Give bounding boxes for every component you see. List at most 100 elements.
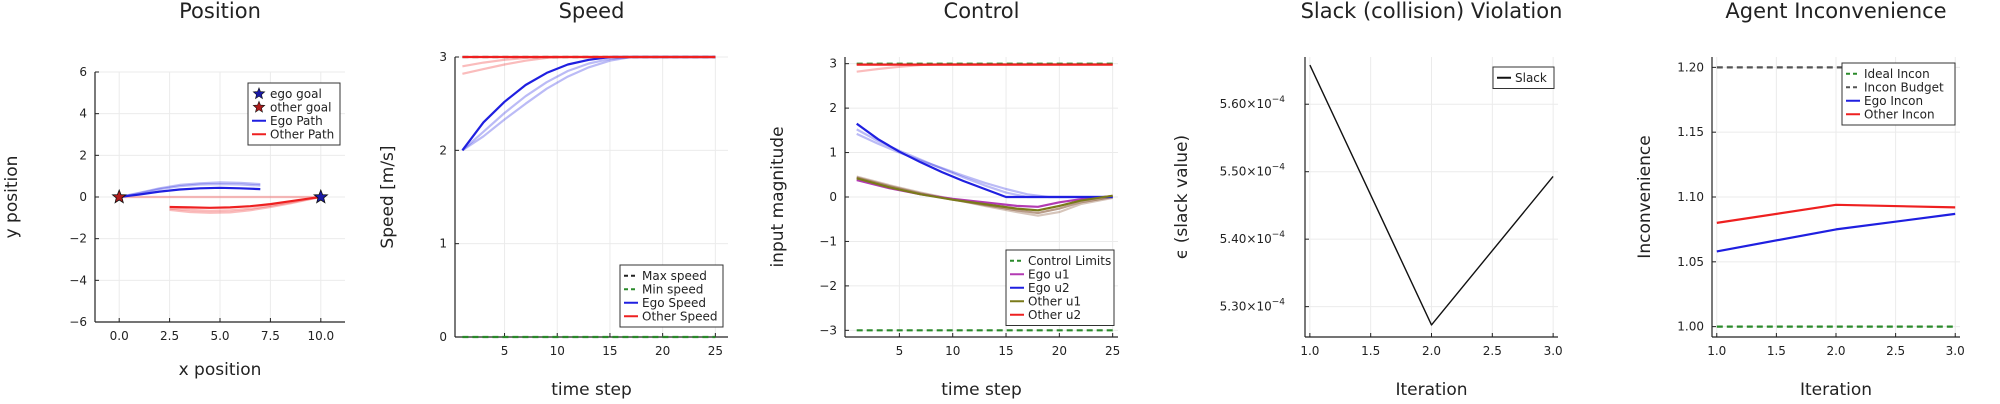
- x-tick-label: 3.0: [1946, 344, 1965, 358]
- legend-entry: Ego u1: [1028, 267, 1070, 281]
- y-tick-mantissa: 1.00: [1677, 320, 1704, 334]
- y-tick-mantissa: 4: [79, 107, 87, 121]
- x-tick-label: 25: [708, 344, 723, 358]
- series-group: [118, 181, 322, 214]
- y-tick-exponent: −4: [1272, 230, 1286, 240]
- y-tick-label: −4: [69, 273, 87, 287]
- legend-entry: Min speed: [642, 282, 703, 296]
- y-tick-mantissa: 0: [829, 190, 837, 204]
- x-tick-label: 3.0: [1544, 344, 1563, 358]
- legend-entry: Other u2: [1028, 308, 1081, 322]
- y-tick-mantissa: −6: [69, 315, 87, 329]
- y-tick-label: 2: [439, 143, 447, 157]
- x-tick-label: 5.0: [210, 329, 229, 343]
- y-tick-label: 1: [829, 146, 837, 160]
- legend-star-swatch: [252, 100, 266, 113]
- chart-panel-5: 1.0 1.5 2.0 2.5 3.0 1.00 1.05 1.10 1.15 1.20 Agent…: [1635, 0, 1965, 400]
- y-tick-mantissa: 6: [79, 65, 87, 79]
- y-tick-label: −1: [819, 234, 837, 248]
- y-axis-label: ϵ (slack value): [1172, 135, 1192, 259]
- y-tick-mantissa: 1.15: [1677, 125, 1704, 139]
- legend-entry: ego goal: [270, 87, 322, 101]
- series-group: [1716, 66, 1956, 328]
- y-tick-mantissa: −3: [819, 323, 837, 337]
- y-tick-mantissa: 3: [439, 50, 447, 64]
- x-tick-label: 1.0: [1300, 344, 1319, 358]
- y-tick-label: 1: [439, 237, 447, 251]
- chart-panel-2: 5 10 15 20 25 0 1 2 3 Speed time step Speed [m/s] Ma…: [378, 0, 728, 400]
- y-tick-label: −6: [69, 315, 87, 329]
- y-tick-label: 2: [829, 101, 837, 115]
- x-tick-label: 20: [1052, 344, 1067, 358]
- x-tick-label: 2.0: [1826, 344, 1845, 358]
- legend-box: [1841, 62, 1956, 126]
- y-tick-mantissa: −4: [69, 273, 87, 287]
- x-axis-label: time step: [941, 380, 1022, 400]
- goal-star-marker: [111, 188, 127, 204]
- y-tick-label: 0: [829, 190, 837, 204]
- legend-entry: other goal: [270, 100, 331, 114]
- y-tick-label: −3: [819, 323, 837, 337]
- y-tick-label: 4: [79, 107, 87, 121]
- series-group: [461, 55, 716, 339]
- x-axis-label: time step: [551, 380, 632, 400]
- y-tick-label: 5.30×10−4: [1220, 298, 1286, 314]
- legend-entry: Other Speed: [642, 309, 718, 323]
- series-line-ego-u2: [856, 122, 1113, 199]
- x-tick-label: 10: [945, 344, 960, 358]
- x-axis-label: Iteration: [1395, 380, 1467, 400]
- y-tick-mantissa: 2: [79, 148, 87, 162]
- y-tick-mantissa: 1: [439, 237, 447, 251]
- y-tick-label: 1.20: [1677, 60, 1704, 74]
- chart-title: Control: [944, 0, 1020, 23]
- y-tick-mantissa: 5.60×10: [1220, 97, 1272, 111]
- legend-entry: Incon Budget: [1864, 80, 1944, 94]
- series-line-iterate: [461, 55, 716, 152]
- x-tick-label: 10.0: [307, 329, 334, 343]
- y-tick-label: −2: [69, 232, 87, 246]
- series-line-iterate: [119, 183, 261, 199]
- series-line-iterate: [856, 132, 1113, 199]
- x-tick-label: 10: [550, 344, 565, 358]
- y-tick-label: 1.05: [1677, 255, 1704, 269]
- y-tick-label: 5.50×10−4: [1220, 163, 1286, 179]
- chart-panel-3: 5 10 15 20 25 −3 −2 −1 0 1 2 3 Control time step input…: [768, 0, 1120, 400]
- y-tick-label: 1.00: [1677, 320, 1704, 334]
- series-group: [1309, 64, 1554, 326]
- legend-entry: Ego u2: [1028, 281, 1070, 295]
- x-tick-label: 1.5: [1361, 344, 1380, 358]
- x-tick-label: 20: [655, 344, 670, 358]
- series-line-other-incon: [1716, 203, 1956, 224]
- legend-entry: Other Incon: [1864, 107, 1935, 121]
- series-line-iterate: [118, 181, 261, 199]
- goal-star-marker: [313, 188, 329, 204]
- x-axis-label: x position: [179, 360, 262, 380]
- legend-entry: Other u1: [1028, 294, 1081, 308]
- y-tick-mantissa: 2: [829, 101, 837, 115]
- series-line-slack: [1309, 64, 1554, 326]
- series-line-ego-speed: [461, 55, 716, 151]
- x-tick-label: 5: [501, 344, 509, 358]
- y-axis-label: Inconvenience: [1635, 135, 1655, 258]
- y-tick-label: −2: [819, 279, 837, 293]
- series-line-iterate: [169, 195, 322, 214]
- series-line-ego-path: [119, 186, 261, 199]
- y-tick-mantissa: 3: [829, 57, 837, 71]
- chart-title: Slack (collision) Violation: [1301, 0, 1563, 23]
- y-tick-mantissa: 1.20: [1677, 60, 1704, 74]
- x-tick-label: 5: [896, 344, 904, 358]
- x-tick-label: 2.0: [1422, 344, 1441, 358]
- legend-entry: Ego Speed: [642, 296, 706, 310]
- y-tick-label: 1.15: [1677, 125, 1704, 139]
- x-tick-label: 2.5: [1483, 344, 1502, 358]
- y-tick-mantissa: 2: [439, 143, 447, 157]
- chart-title: Speed: [559, 0, 625, 23]
- y-tick-mantissa: 1.10: [1677, 190, 1704, 204]
- y-tick-exponent: −4: [1272, 163, 1286, 173]
- legend-star-swatch: [252, 86, 266, 100]
- y-tick-mantissa: −1: [819, 234, 837, 248]
- chart-panel-4: 1.0 1.5 2.0 2.5 3.05.30×10−45.40×10−45.50×10…: [1172, 0, 1563, 400]
- y-tick-label: 0: [79, 190, 87, 204]
